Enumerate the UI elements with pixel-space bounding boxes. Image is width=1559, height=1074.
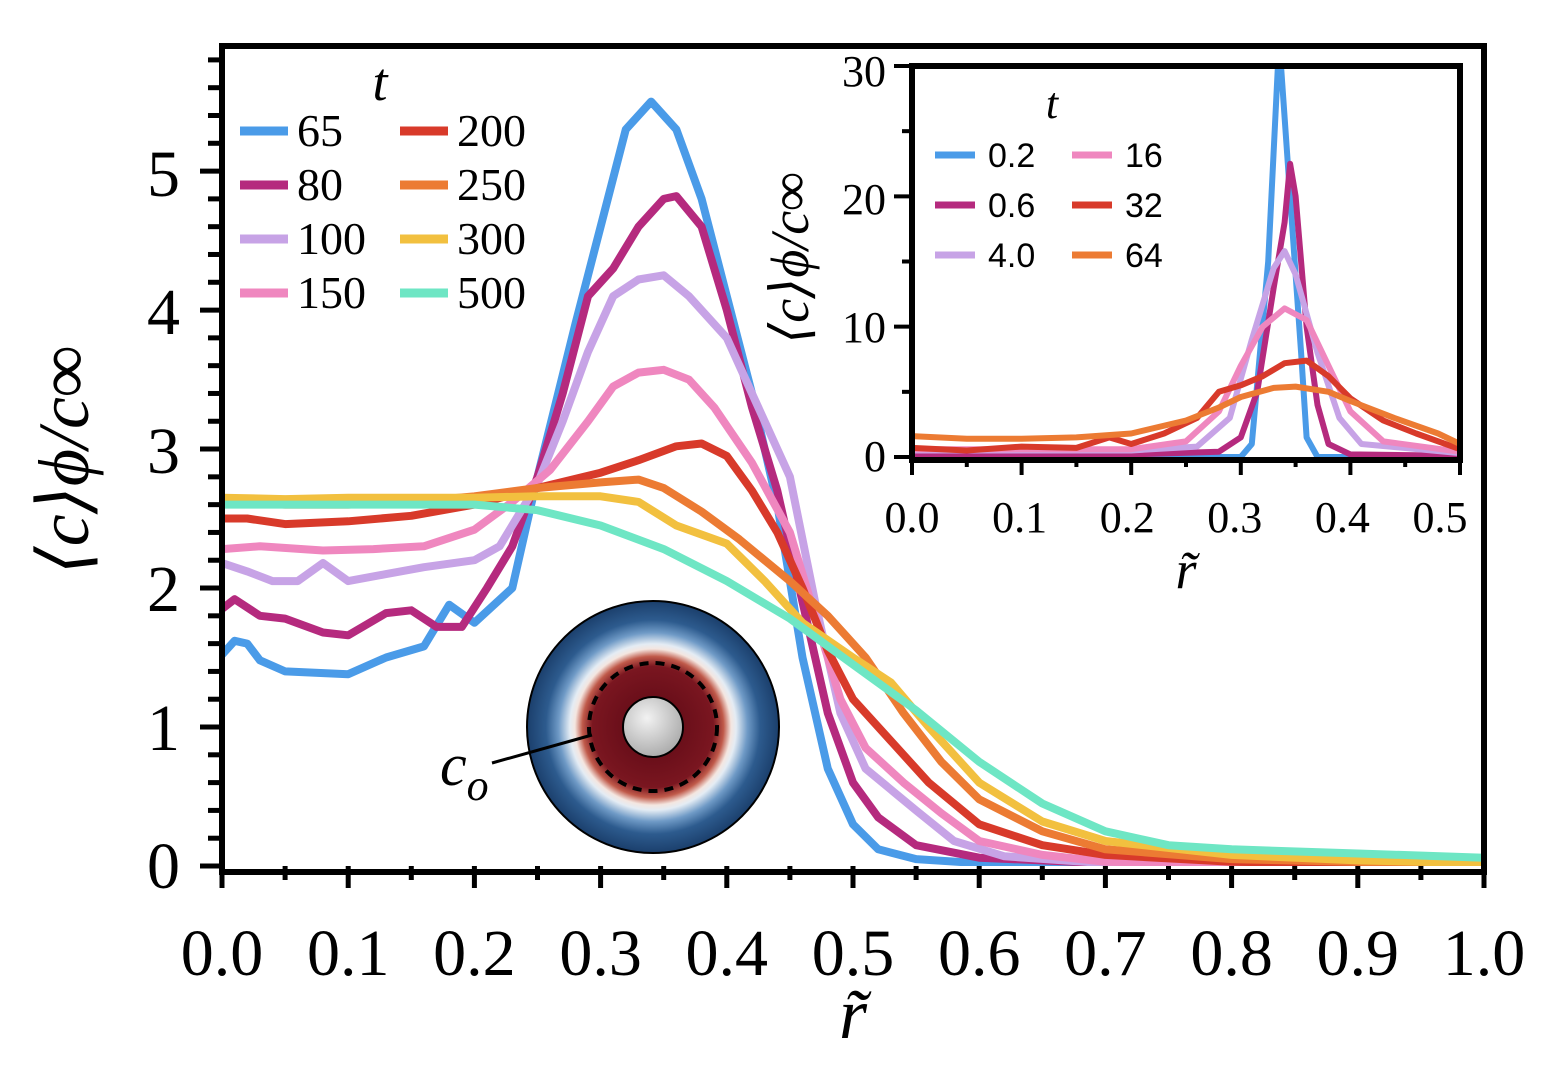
main-x-tick-labels: 0.0 0.1 0.2 0.3 0.4 0.5 0.6 0.7 0.8 0.9 … [181, 917, 1526, 990]
main-x-tick-label: 0.4 [686, 917, 769, 990]
main-x-tick-label: 0.6 [938, 917, 1021, 990]
main-series-line-500 [222, 500, 1484, 862]
inset-series-group [912, 66, 1460, 457]
inset-legend-label-0.2: 0.2 [988, 137, 1035, 175]
solid-core [622, 696, 684, 758]
main-x-tick-label: 0.2 [433, 917, 516, 990]
inset-x-axis-label: r̃ [1175, 540, 1200, 600]
legend-label-65: 65 [297, 105, 343, 156]
inset-series-line-0.2 [912, 66, 1460, 457]
inset-chart: 0.0 0.1 0.2 0.3 0.4 0.5 0 10 20 30 r̃ ⟨c… [760, 47, 1468, 600]
legend-label-80: 80 [297, 159, 343, 210]
inset-series-line-64 [912, 383, 1460, 447]
inset-x-tick-label: 0.0 [885, 493, 940, 542]
main-series-line-200 [222, 439, 1484, 866]
main-y-ticks [200, 57, 222, 869]
main-x-tick-label: 0.7 [1064, 917, 1147, 990]
main-y-tick-label: 4 [147, 276, 180, 349]
legend-label-150: 150 [297, 267, 366, 318]
main-x-tick-label: 0.3 [559, 917, 642, 990]
inset-y-axis-label: ⟨c⟩ϕ/c∞ [760, 172, 820, 344]
main-x-tick-label: 0.0 [181, 917, 264, 990]
main-x-tick-label: 0.1 [307, 917, 390, 990]
main-series-line-100 [222, 271, 1484, 866]
inset-y-tick-label: 0 [864, 432, 886, 481]
main-y-axis-label: ⟨c⟩ϕ/c∞ [24, 346, 104, 575]
main-series-line-300 [222, 492, 1484, 866]
main-x-axis-label: r̃ [839, 974, 872, 1054]
inset-series-line-4.0 [912, 248, 1460, 457]
main-y-tick-label: 3 [147, 415, 180, 488]
main-series-line-80 [222, 192, 1484, 866]
c-o-label: co [440, 732, 489, 810]
main-y-tick-label: 0 [147, 830, 180, 903]
main-y-tick-label: 1 [147, 692, 180, 765]
inset-y-ticks [894, 64, 912, 459]
main-y-tick-label: 5 [147, 138, 180, 211]
inset-legend-title: t [1046, 79, 1060, 128]
legend-label-100: 100 [297, 213, 366, 264]
inset-x-tick-label: 0.3 [1207, 493, 1262, 542]
main-x-tick-label: 0.9 [1317, 917, 1400, 990]
c-o-dashed-circle [587, 661, 719, 793]
main-y-tick-labels: 0 1 2 3 4 5 [147, 138, 180, 903]
inset-series-line-0.6 [912, 160, 1460, 457]
inset-legend-label-64: 64 [1125, 237, 1163, 275]
inset-legend: t 0.2 0.6 4.0 16 32 64 [935, 79, 1163, 275]
main-x-tick-label: 1.0 [1443, 917, 1526, 990]
main-y-tick-label: 2 [147, 553, 180, 626]
main-series-line-150 [222, 365, 1484, 866]
inset-y-tick-labels: 0 10 20 30 [842, 47, 886, 481]
inset-series-line-16 [912, 305, 1460, 455]
inset-y-tick-label: 30 [842, 47, 886, 96]
main-x-ticks [219, 866, 1487, 888]
inset-legend-label-32: 32 [1125, 187, 1163, 225]
inset-x-tick-label: 0.2 [1100, 493, 1155, 542]
inset-background [912, 66, 1460, 460]
main-chart: 0.0 0.1 0.2 0.3 0.4 0.5 0.6 0.7 0.8 0.9 … [24, 43, 1526, 1054]
main-legend-title: t [372, 52, 389, 112]
inset-y-tick-label: 10 [842, 303, 886, 352]
c-o-pointer-line [491, 733, 593, 765]
inset-y-tick-label: 20 [842, 175, 886, 224]
inset-x-tick-labels: 0.0 0.1 0.2 0.3 0.4 0.5 [885, 493, 1468, 542]
main-x-tick-label: 0.8 [1190, 917, 1273, 990]
main-series-line-250 [222, 475, 1484, 866]
legend-label-250: 250 [457, 159, 526, 210]
cylinder-schematic: co [440, 600, 780, 854]
inset-legend-label-0.6: 0.6 [988, 187, 1035, 225]
main-series-group [222, 97, 1484, 866]
legend-label-300: 300 [457, 213, 526, 264]
main-series-line-65 [222, 97, 1484, 866]
inset-x-ticks [910, 457, 1462, 475]
legend-label-500: 500 [457, 267, 526, 318]
inset-legend-label-16: 16 [1125, 137, 1163, 175]
inset-x-tick-label: 0.5 [1413, 493, 1468, 542]
inset-legend-label-4.0: 4.0 [988, 237, 1035, 275]
main-x-tick-label: 0.5 [812, 917, 895, 990]
inset-x-tick-label: 0.4 [1315, 493, 1370, 542]
legend-label-200: 200 [457, 105, 526, 156]
inset-x-tick-label: 0.1 [992, 493, 1047, 542]
main-legend: t 65 80 100 150 200 250 300 500 [240, 52, 526, 318]
